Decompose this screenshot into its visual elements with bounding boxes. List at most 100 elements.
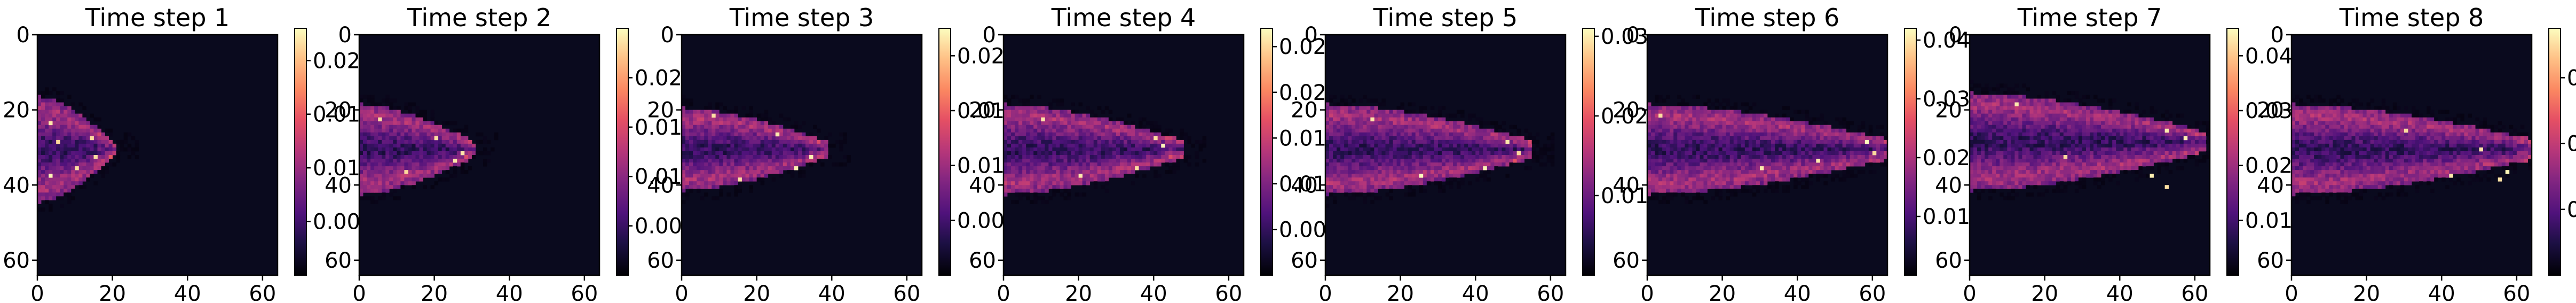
heatmap-cell: [408, 159, 412, 162]
heatmap-cell: [791, 144, 794, 147]
heatmap-cell: [427, 144, 431, 147]
heatmap-cell: [1329, 140, 1333, 144]
heatmap-cell: [82, 121, 86, 125]
heatmap-cell: [1355, 140, 1359, 144]
heatmap-cell: [1015, 95, 1018, 99]
heatmap-cell: [78, 174, 82, 177]
heatmap-cell: [1142, 159, 1146, 162]
heatmap-cell: [1026, 174, 1030, 177]
heatmap-cell: [1790, 162, 1793, 166]
heatmap-cell: [1355, 177, 1359, 181]
heatmap-cell: [1127, 129, 1131, 133]
heatmap-cell: [60, 147, 64, 151]
heatmap-cell: [1427, 174, 1431, 177]
heatmap-cell: [1662, 140, 1666, 144]
heatmap-cell: [1146, 144, 1150, 147]
heatmap-cell: [1767, 129, 1771, 133]
heatmap-cell: [708, 170, 712, 174]
heatmap-cell: [1378, 144, 1381, 147]
heatmap-cell: [98, 133, 101, 136]
heatmap-cell: [1662, 147, 1666, 151]
heatmap-cell: [1168, 140, 1172, 144]
heatmap-cell: [1865, 159, 1869, 162]
heatmap-cell: [776, 155, 779, 159]
heatmap-cell: [1056, 136, 1060, 140]
heatmap-cell: [753, 151, 757, 155]
heatmap-cell: [82, 118, 86, 121]
heatmap-cell: [708, 129, 712, 133]
heatmap-cell: [1805, 121, 1808, 125]
heatmap-cell: [1370, 185, 1374, 189]
heatmap-cell: [1831, 147, 1835, 151]
heatmap-cell: [1715, 170, 1719, 174]
heatmap-cell: [453, 140, 457, 144]
heatmap-cell: [1423, 136, 1427, 140]
heatmap-cell: [719, 118, 723, 121]
heatmap-cell: [385, 121, 389, 125]
heatmap-cell: [1823, 121, 1827, 125]
heatmap-cell: [1150, 133, 1153, 136]
heatmap-cell: [52, 192, 56, 196]
heatmap-cell: [1075, 177, 1079, 181]
heatmap-cell: [809, 140, 813, 144]
heatmap-cell: [1700, 159, 1703, 162]
heatmap-cell: [1703, 177, 1707, 181]
heatmap-cell: [1688, 174, 1692, 177]
heatmap-cell: [408, 136, 412, 140]
heatmap-cell: [1658, 133, 1662, 136]
heatmap-cell: [1658, 136, 1662, 140]
heatmap-cell: [1048, 174, 1052, 177]
heatmap-cell: [1779, 147, 1782, 151]
heatmap-cell: [461, 140, 464, 144]
heatmap-cell: [1479, 147, 1483, 151]
heatmap-cell: [1445, 129, 1449, 133]
heatmap-cell: [397, 136, 400, 140]
heatmap-cell: [457, 136, 461, 140]
heatmap-cell: [1797, 170, 1801, 174]
heatmap-cell: [1666, 110, 1670, 114]
heatmap-cell: [1037, 181, 1041, 185]
heatmap-cell: [1453, 159, 1457, 162]
heatmap-cell: [1374, 177, 1378, 181]
heatmap-cell: [1793, 159, 1797, 162]
heatmap-cell: [1026, 103, 1030, 106]
heatmap-cell: [1416, 147, 1419, 151]
y-tick-label: 20: [325, 98, 352, 123]
heatmap-cell: [378, 189, 382, 192]
heatmap-cell: [1150, 159, 1153, 162]
heatmap-cell: [1666, 106, 1670, 110]
heatmap-cell: [1460, 181, 1464, 185]
heatmap-cell: [1475, 129, 1479, 133]
heatmap-cell: [1741, 155, 1745, 159]
heatmap-cell: [1688, 110, 1692, 114]
heatmap-cell: [1359, 166, 1363, 170]
heatmap-cell: [1018, 181, 1022, 185]
heatmap-cell: [708, 133, 712, 136]
heatmap-cell: [1146, 151, 1150, 155]
heatmap-cell: [82, 170, 86, 174]
heatmap-cell: [1052, 155, 1056, 159]
heatmap-cell: [1449, 125, 1453, 129]
heatmap-cell: [1355, 170, 1359, 174]
heatmap-cell: [1075, 110, 1079, 114]
heatmap-cell: [715, 110, 719, 114]
heatmap-cell: [1502, 147, 1505, 151]
heatmap-cell: [49, 106, 52, 110]
heatmap-cell: [1521, 147, 1524, 151]
heatmap-cell: [86, 170, 90, 174]
heatmap-cell: [1460, 170, 1464, 174]
heatmap-cell: [734, 106, 738, 110]
heatmap-cell: [1793, 110, 1797, 114]
heatmap-cell: [1363, 110, 1366, 114]
heatmap-cell: [1071, 170, 1075, 174]
heatmap-cell: [1673, 177, 1677, 181]
heatmap-cell: [1681, 121, 1685, 125]
heatmap-cell: [1018, 147, 1022, 151]
heatmap-cell: [1366, 166, 1370, 170]
heatmap-cell: [1510, 151, 1513, 155]
heatmap-cell: [1419, 159, 1423, 162]
heatmap-cell: [438, 151, 442, 155]
heatmap-cell: [1715, 125, 1719, 129]
heatmap-cell: [1793, 129, 1797, 133]
heatmap-cell: [382, 106, 385, 110]
